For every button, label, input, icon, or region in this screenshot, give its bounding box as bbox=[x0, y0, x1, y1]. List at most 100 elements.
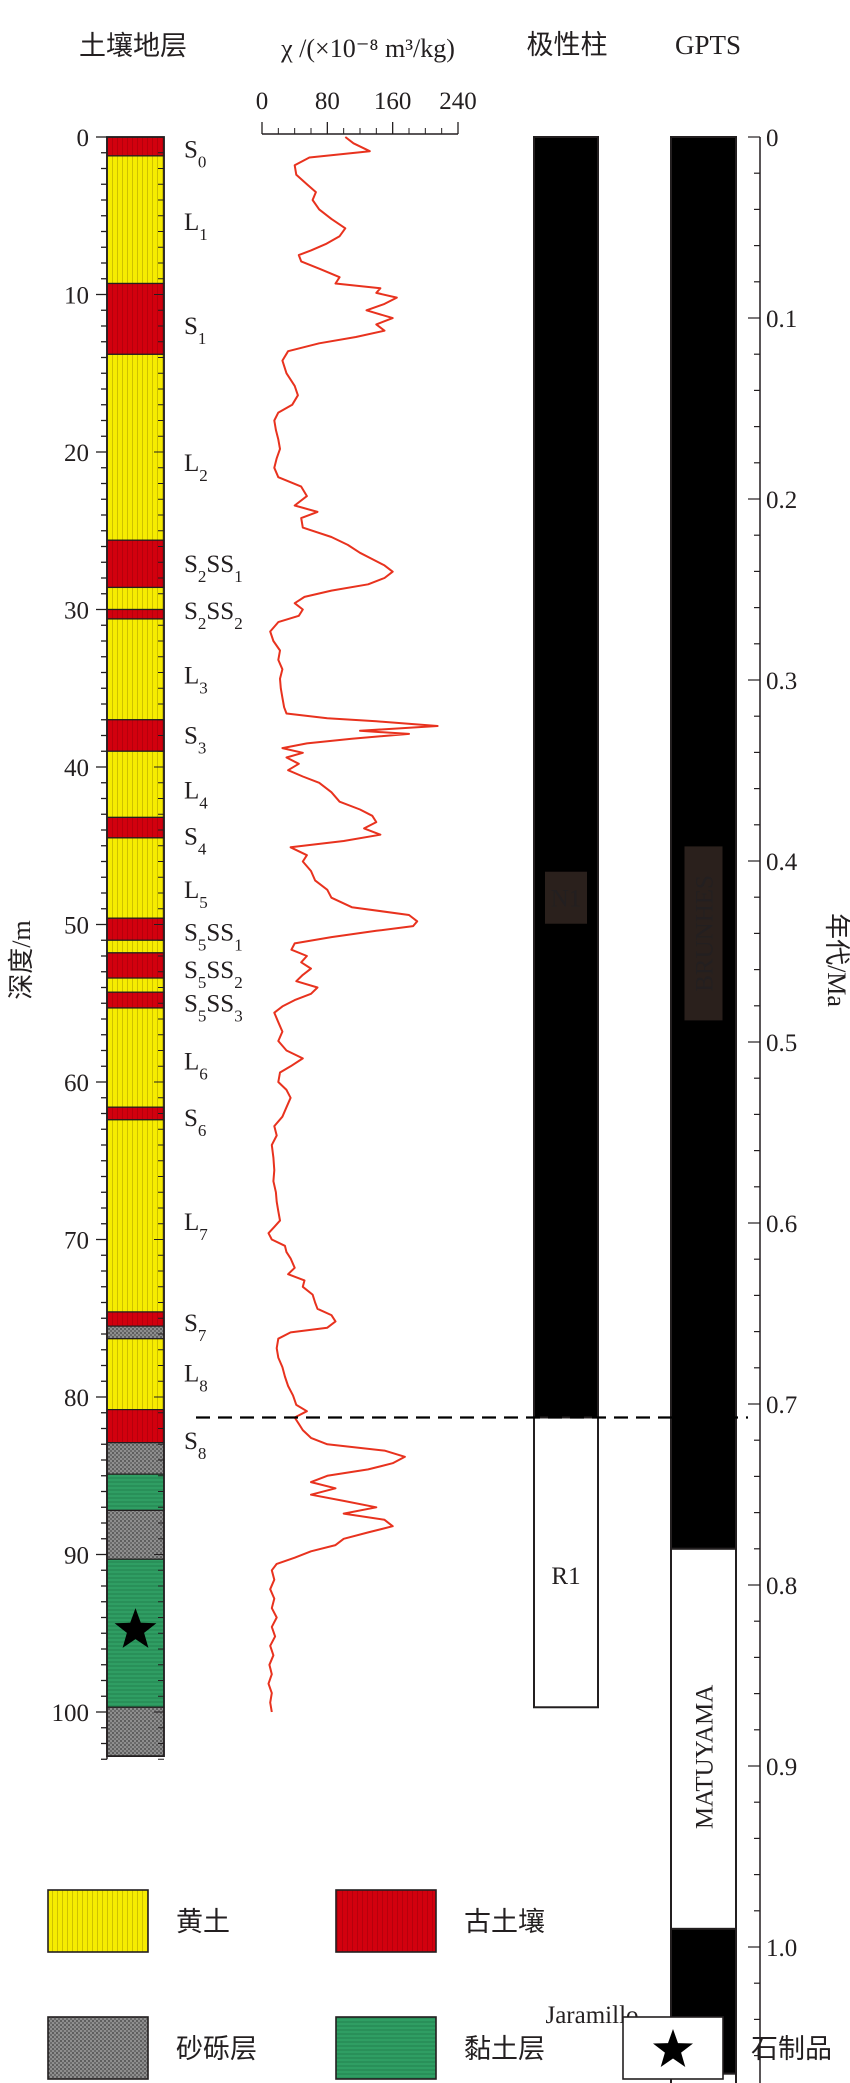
depth-tick-label: 50 bbox=[64, 913, 89, 940]
strata-header: 土壤地层 bbox=[79, 31, 187, 61]
stratum-label: S3 bbox=[184, 723, 206, 758]
age-tick-label: 1.0 bbox=[766, 1935, 797, 1962]
age-tick-label: 0.5 bbox=[766, 1030, 797, 1057]
gpts-zone-reversed bbox=[670, 1547, 737, 1930]
stratum-loess bbox=[106, 618, 165, 721]
stratum-label: S5SS2 bbox=[184, 957, 243, 992]
polarity-zone-normal bbox=[533, 136, 599, 1419]
age-axis-label: 年代/Ma bbox=[822, 913, 850, 1007]
legend-item-paleosol: 古土壤 bbox=[335, 1889, 545, 1953]
stratum-label: S5SS3 bbox=[184, 990, 243, 1025]
stratum-label: S0 bbox=[184, 137, 206, 172]
stratum-label: S8 bbox=[184, 1428, 206, 1463]
stratum-paleosol bbox=[106, 1311, 165, 1327]
chi-series-line bbox=[267, 136, 439, 1713]
depth-tick-label: 100 bbox=[52, 1700, 90, 1727]
depth-tick-label: 60 bbox=[64, 1070, 89, 1097]
stratum-paleosol bbox=[106, 952, 165, 979]
stratum-label: L6 bbox=[184, 1049, 208, 1084]
depth-tick-label: 80 bbox=[64, 1385, 89, 1412]
age-tick-label: 0.4 bbox=[766, 849, 798, 876]
depth-tick-label: 0 bbox=[77, 125, 90, 152]
polarity-label: N1 bbox=[551, 886, 582, 913]
chi-tick-label: 240 bbox=[439, 88, 477, 115]
polarity-label-box bbox=[545, 871, 587, 924]
stratum-gravel bbox=[106, 1325, 165, 1340]
stratum-loess bbox=[106, 750, 165, 819]
legend-label: 黏土层 bbox=[464, 2034, 545, 2064]
stratum-loess bbox=[106, 1338, 165, 1411]
legend-swatch bbox=[47, 1889, 149, 1953]
stratum-gravel bbox=[106, 1509, 165, 1560]
stratum-loess bbox=[106, 1007, 165, 1108]
stratum-label: S7 bbox=[184, 1310, 207, 1345]
artifact-star-icon bbox=[114, 1608, 157, 1648]
chi-tick-label: 0 bbox=[256, 88, 269, 115]
depth-tick-label: 70 bbox=[64, 1228, 89, 1255]
stratum-loess bbox=[106, 1119, 165, 1313]
stratum-label: S2SS2 bbox=[184, 598, 243, 633]
depth-tick-label: 30 bbox=[64, 598, 89, 625]
stratum-paleosol bbox=[106, 136, 165, 157]
gpts-chron-label: BRUNHES bbox=[692, 875, 719, 992]
stratum-clay bbox=[106, 1473, 165, 1512]
chi-tick-label: 80 bbox=[315, 88, 340, 115]
stratum-label: L4 bbox=[184, 778, 208, 813]
stratum-label: L3 bbox=[184, 663, 208, 698]
stratum-paleosol bbox=[106, 991, 165, 1009]
stratum-paleosol bbox=[106, 816, 165, 839]
legend-label: 砂砾层 bbox=[176, 2034, 257, 2064]
stratum-gravel bbox=[106, 1442, 165, 1475]
legend-star-icon bbox=[653, 2029, 693, 2067]
stratum-loess bbox=[106, 155, 165, 285]
age-tick-label: 0.3 bbox=[766, 668, 797, 695]
gpts-zone-normal bbox=[670, 136, 737, 1550]
depth-tick-label: 20 bbox=[64, 440, 89, 467]
stratum-label: S6 bbox=[184, 1105, 206, 1140]
stratum-label: S5SS1 bbox=[184, 919, 243, 954]
chi-tick-label: 160 bbox=[374, 88, 412, 115]
stratum-paleosol bbox=[106, 917, 165, 941]
stratum-loess bbox=[106, 353, 165, 541]
age-tick-label: 0 bbox=[766, 125, 779, 152]
polarity-header: 极性柱 bbox=[527, 30, 608, 60]
stratum-label: L7 bbox=[184, 1209, 208, 1244]
strata-column bbox=[106, 136, 165, 1760]
legend-swatch bbox=[335, 2016, 437, 2080]
stratum-paleosol bbox=[106, 608, 165, 620]
chi-header: χ /(×10⁻⁸ m³/kg) bbox=[280, 34, 455, 63]
legend-item-loess: 黄土 bbox=[47, 1889, 230, 1953]
stratum-label: S1 bbox=[184, 313, 206, 348]
stratum-loess bbox=[106, 586, 165, 611]
stratum-label: L5 bbox=[184, 877, 208, 912]
gpts-chron-label: MATUYAMA bbox=[692, 1685, 719, 1829]
stratum-paleosol bbox=[106, 719, 165, 752]
polarity-zone-reversed bbox=[533, 1416, 599, 1709]
chi-axis: 0 80 160 240 bbox=[256, 88, 477, 135]
brunhes-label-box bbox=[684, 846, 723, 1021]
depth-axis-label: 深度/m bbox=[7, 920, 36, 999]
stratum-label: L1 bbox=[184, 209, 208, 244]
chi-curve bbox=[267, 136, 439, 1713]
legend-item-clay: 黏土层 bbox=[335, 2016, 545, 2080]
depth-tick-label: 10 bbox=[64, 283, 89, 310]
polarity-label: R1 bbox=[551, 1563, 580, 1590]
legend-label: 黄土 bbox=[176, 1907, 230, 1937]
stratum-paleosol bbox=[106, 539, 165, 589]
age-tick-label: 0.6 bbox=[766, 1211, 797, 1238]
stratum-gravel bbox=[106, 1706, 165, 1757]
stratum-paleosol bbox=[106, 1408, 165, 1444]
polarity-column: N1 R1 bbox=[533, 136, 599, 1709]
age-tick-label: 0.2 bbox=[766, 487, 797, 514]
gpts-header: GPTS bbox=[675, 30, 741, 60]
legend-label: 石制品 bbox=[751, 2034, 832, 2064]
legend-swatch bbox=[335, 1889, 437, 1953]
stratum-label: L2 bbox=[184, 450, 208, 485]
depth-tick-label: 40 bbox=[64, 755, 89, 782]
legend-item-gravel: 砂砾层 bbox=[47, 2016, 257, 2080]
stratum-label: S2SS1 bbox=[184, 551, 243, 586]
age-tick-label: 0.1 bbox=[766, 306, 797, 333]
depth-axis: 0 10 20 30 40 50 60 70 80 90 100 bbox=[52, 125, 108, 1760]
